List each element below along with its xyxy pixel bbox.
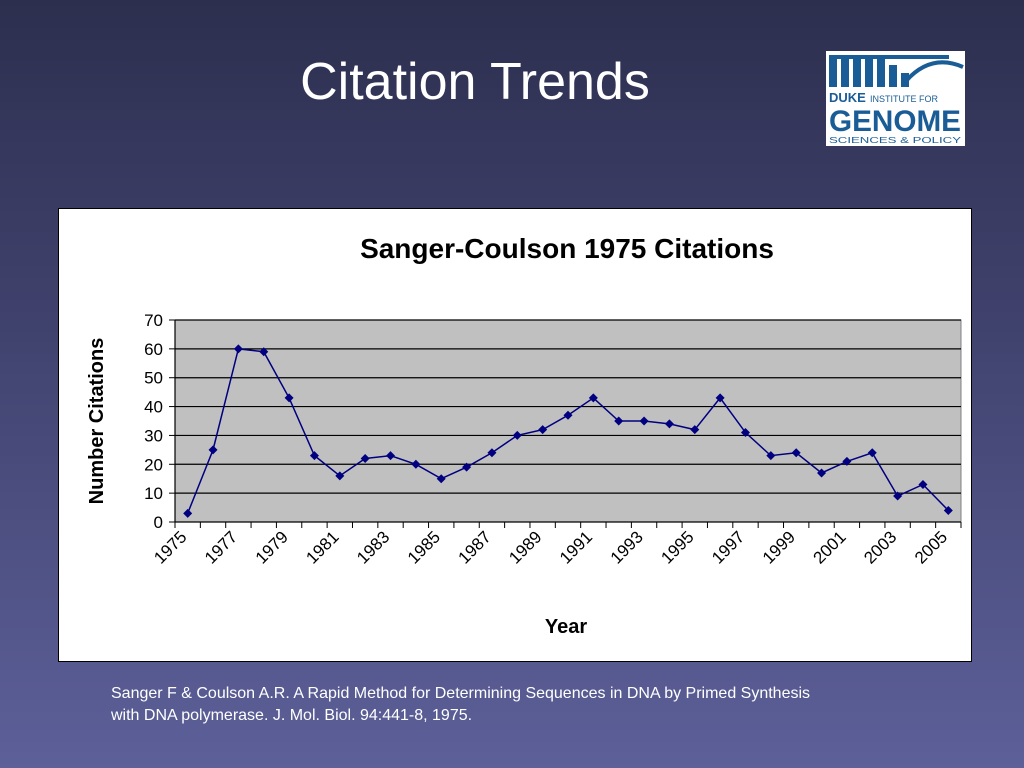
data-point: [512, 430, 522, 440]
x-tick-label: 2003: [860, 527, 900, 567]
logo-text-duke: DUKE: [829, 90, 866, 105]
logo-text-sciences: SCIENCES & POLICY: [829, 135, 962, 145]
data-point: [664, 419, 674, 429]
data-point: [639, 416, 649, 426]
x-tick-label: 1989: [505, 527, 545, 567]
data-point: [817, 468, 827, 478]
data-point: [538, 425, 548, 435]
citations-line-chart: Sanger-Coulson 1975 Citations 0 10 20 30 40 5…: [86, 233, 962, 638]
plot-area: [174, 319, 962, 523]
data-point: [233, 344, 243, 354]
data-point: [563, 410, 573, 420]
data-point: [867, 448, 877, 458]
data-point: [360, 454, 370, 464]
x-tick-label: 1997: [708, 527, 748, 567]
data-point: [715, 393, 725, 403]
x-tick-label: 1983: [353, 527, 393, 567]
chart-title: Sanger-Coulson 1975 Citations: [360, 233, 774, 264]
y-tick-label: 20: [144, 455, 163, 474]
duke-igsp-logo: DUKE INSTITUTE FOR GENOME SCIENCES & POL…: [826, 51, 965, 146]
data-point: [766, 451, 776, 461]
x-tick-label: 1995: [657, 527, 697, 567]
x-tick-label: 1985: [404, 527, 444, 567]
y-axis-ticks: 0 10 20 30 40 50 60 70: [144, 311, 175, 532]
data-point: [335, 471, 345, 481]
y-tick-label: 30: [144, 426, 163, 445]
data-point: [284, 393, 294, 403]
x-axis-ticks: 1975 1977 1979 1981 1983 1985 1987 1989 1991 1993…: [150, 522, 962, 568]
chart-container: Sanger-Coulson 1975 Citations 0 10 20 30 40 5…: [58, 208, 972, 662]
x-tick-label: 2001: [810, 527, 850, 567]
x-tick-label: 1993: [607, 527, 647, 567]
series-group: [183, 344, 953, 518]
x-tick-label: 1981: [302, 527, 342, 567]
x-tick-label: 1979: [252, 527, 292, 567]
y-tick-label: 50: [144, 369, 163, 388]
citation-line-2: with DNA polymerase. J. Mol. Biol. 94:44…: [111, 707, 473, 724]
data-point: [690, 425, 700, 435]
slide-title: Citation Trends: [300, 53, 650, 111]
data-point: [183, 508, 193, 518]
data-point: [943, 505, 953, 515]
y-tick-label: 0: [154, 513, 163, 532]
data-point: [791, 448, 801, 458]
reference-citation: Sanger F & Coulson A.R. A Rapid Method f…: [111, 683, 1001, 727]
y-tick-label: 10: [144, 484, 163, 503]
data-point: [462, 462, 472, 472]
y-tick-label: 70: [144, 311, 163, 330]
data-point: [309, 451, 319, 461]
y-axis-label: Number Citations: [86, 338, 108, 505]
x-tick-label: 1987: [455, 527, 495, 567]
x-tick-label: 1975: [150, 527, 190, 567]
x-tick-label: 1977: [201, 527, 241, 567]
data-point: [259, 347, 269, 357]
data-point: [918, 479, 928, 489]
x-axis-label: Year: [545, 616, 587, 638]
y-tick-label: 40: [144, 398, 163, 417]
x-tick-label: 2005: [911, 527, 951, 567]
data-point: [436, 474, 446, 484]
data-point: [386, 451, 396, 461]
axes: [174, 320, 961, 523]
data-point: [614, 416, 624, 426]
data-point: [842, 456, 852, 466]
data-point: [487, 448, 497, 458]
x-tick-label: 1999: [759, 527, 799, 567]
citation-line-1: Sanger F & Coulson A.R. A Rapid Method f…: [111, 685, 811, 702]
x-tick-label: 1991: [556, 527, 596, 567]
logo-text-genome: GENOME: [829, 105, 961, 138]
data-point: [588, 393, 598, 403]
y-tick-label: 60: [144, 340, 163, 359]
data-point: [740, 428, 750, 438]
data-point: [893, 491, 903, 501]
data-point: [411, 459, 421, 469]
data-point: [208, 445, 218, 455]
logo-text-institute: INSTITUTE FOR: [870, 94, 938, 104]
